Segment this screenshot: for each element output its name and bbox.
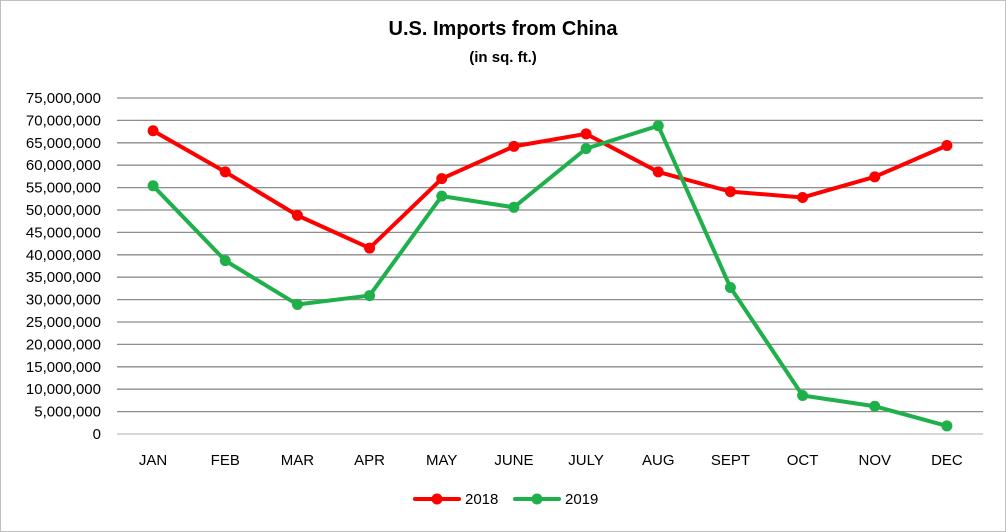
y-tick-label: 60,000,000 (26, 157, 101, 174)
y-tick-label: 25,000,000 (26, 314, 101, 331)
y-tick-label: 0 (93, 426, 101, 443)
y-tick-label: 65,000,000 (26, 135, 101, 152)
x-tick-label: NOV (858, 452, 891, 469)
data-point-2018 (869, 171, 881, 183)
x-tick-label: SEPT (711, 452, 750, 469)
y-tick-label: 55,000,000 (26, 180, 101, 197)
y-tick-label: 30,000,000 (26, 292, 101, 309)
legend-swatch-marker-2018 (431, 493, 443, 505)
data-point-2019 (147, 180, 159, 192)
y-tick-label: 10,000,000 (26, 381, 101, 398)
x-tick-label: MAR (281, 452, 315, 469)
data-point-2018 (580, 128, 592, 140)
data-point-2018 (291, 209, 303, 221)
y-tick-label: 40,000,000 (26, 247, 101, 264)
data-point-2019 (724, 282, 736, 294)
y-tick-label: 35,000,000 (26, 269, 101, 286)
data-point-2018 (219, 166, 231, 178)
y-tick-label: 50,000,000 (26, 202, 101, 219)
data-point-2019 (508, 201, 520, 213)
x-tick-label: APR (354, 452, 385, 469)
legend: 2018 2019 (413, 491, 598, 508)
data-point-2019 (869, 400, 881, 412)
data-point-2018 (364, 242, 376, 254)
legend-swatch-marker-2019 (531, 493, 543, 505)
x-tick-label: OCT (787, 452, 819, 469)
series-line-2018 (151, 128, 949, 251)
data-point-2018 (797, 191, 809, 203)
series-points (147, 120, 953, 432)
x-tick-label: JAN (139, 452, 167, 469)
y-tick-label: 70,000,000 (26, 112, 101, 129)
data-point-2018 (147, 125, 159, 137)
data-point-2018 (941, 139, 953, 151)
x-tick-label: JUNE (494, 452, 533, 469)
x-axis-tick-labels: JAN FEB MAR APR MAY JUNE JULY AUG SEPT OCT NOV DEC (139, 452, 963, 469)
data-point-2019 (436, 190, 448, 202)
y-axis-tick-labels: 0 5,000,000 10,000,000 15,000,000 20,000,000… (26, 90, 101, 443)
x-tick-label: DEC (931, 452, 963, 469)
y-tick-label: 15,000,000 (26, 359, 101, 376)
legend-label-2018: 2018 (465, 491, 498, 508)
x-tick-label: MAY (426, 452, 457, 469)
chart-title: U.S. Imports from China (388, 18, 618, 40)
y-tick-label: 5,000,000 (34, 404, 101, 421)
gridlines (117, 97, 983, 435)
data-point-2018 (724, 186, 736, 198)
data-point-2019 (941, 420, 953, 432)
series-line-2019 (151, 123, 949, 428)
data-point-2018 (436, 173, 448, 185)
series-lines (151, 123, 949, 428)
data-point-2019 (291, 299, 303, 311)
data-point-2018 (652, 166, 664, 178)
y-tick-label: 20,000,000 (26, 336, 101, 353)
data-point-2019 (652, 120, 664, 132)
data-point-2019 (580, 143, 592, 155)
legend-label-2019: 2019 (565, 491, 598, 508)
data-point-2019 (797, 389, 809, 401)
x-tick-label: FEB (211, 452, 240, 469)
data-point-2019 (364, 290, 376, 302)
x-tick-label: JULY (568, 452, 604, 469)
y-tick-label: 45,000,000 (26, 224, 101, 241)
chart-subtitle: (in sq. ft.) (469, 49, 537, 66)
data-point-2018 (508, 140, 520, 152)
data-point-2019 (219, 255, 231, 267)
y-tick-label: 75,000,000 (26, 90, 101, 107)
x-tick-label: AUG (642, 452, 675, 469)
